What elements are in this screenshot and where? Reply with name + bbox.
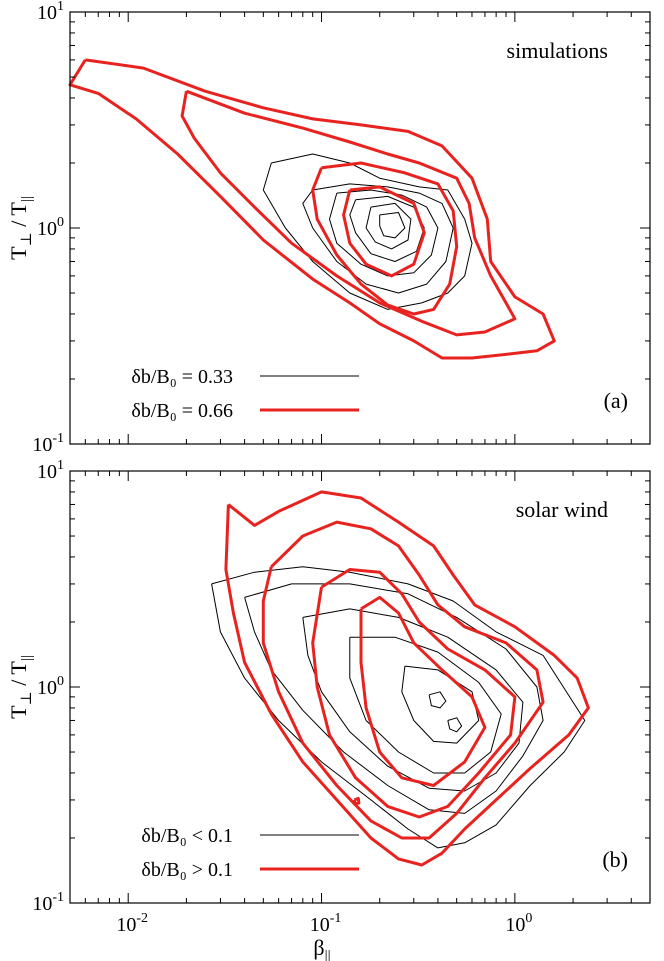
y-tick-label: 10-1 <box>32 890 64 915</box>
x-tick-label: 10-2 <box>116 911 148 936</box>
y-axis-label-b: T⊥ / T|| <box>6 655 35 719</box>
legend-label-033: δb/B₀ = 0.33 <box>131 366 233 388</box>
contours-simulations <box>68 58 556 360</box>
ylabel-par: || <box>19 655 35 661</box>
contour-thick-3 <box>342 185 426 278</box>
x-tick-label: 10-1 <box>310 911 342 936</box>
contour-thin-5 <box>379 212 406 239</box>
legend-label-low: δb/B₀ < 0.1 <box>141 825 233 847</box>
ticks-solar-wind: 10-1 100 101 10-2 10-1 100 <box>32 458 651 936</box>
contour-thick-4 <box>352 796 361 806</box>
ylabel-t: T <box>6 246 31 260</box>
ylabel-mid: / T <box>6 661 31 692</box>
contour-thick-1 <box>180 89 517 337</box>
contour-thick-1 <box>261 520 545 840</box>
ticks-simulations: 10-1 100 101 <box>32 0 651 456</box>
panel-simulations: 10-1 100 101 simulations (a) δb/B₀ = 0.33 … <box>6 0 651 456</box>
contour-thick-2 <box>311 568 517 819</box>
panel-solar-wind: 10-1 100 101 10-2 10-1 100 solar wind (b) δb/… <box>6 458 651 961</box>
legend-solar-wind: δb/B₀ < 0.1 δb/B₀ > 0.1 <box>141 825 359 881</box>
y-tick-label: 101 <box>37 458 64 483</box>
contour-thin-3 <box>349 195 425 262</box>
ylabel-mid: / T <box>6 202 31 233</box>
y-tick-label: 100 <box>37 215 64 240</box>
legend-label-high: δb/B₀ > 0.1 <box>141 859 233 881</box>
panel-title-solar-wind: solar wind <box>516 497 608 522</box>
y-tick-label: 10-1 <box>32 431 64 456</box>
panel-label-a: (a) <box>604 388 628 413</box>
y-tick-label: 100 <box>37 674 64 699</box>
contour-thick-2 <box>311 161 459 316</box>
contour-thick-0 <box>68 58 556 360</box>
contour-thin-0 <box>211 566 586 849</box>
y-axis-label-a: T⊥ / T|| <box>6 196 35 260</box>
contour-thin-0 <box>262 153 473 310</box>
contour-thin-5 <box>428 691 447 709</box>
contour-thick-0 <box>224 490 590 867</box>
panel-title-simulations: simulations <box>507 38 608 63</box>
contour-thin-4 <box>365 202 412 250</box>
legend-label-066: δb/B₀ = 0.66 <box>131 400 233 422</box>
contour-thin-2 <box>302 608 524 792</box>
ylabel-perp: ⊥ <box>19 232 35 246</box>
x-axis-label: β|| <box>313 935 330 961</box>
contour-thin-1 <box>302 183 454 294</box>
contour-thin-3 <box>349 636 502 774</box>
ylabel-par: || <box>19 196 35 202</box>
xlabel-par: || <box>325 948 331 961</box>
panel-label-b: (b) <box>602 847 628 872</box>
contour-thick-3 <box>359 595 487 787</box>
contours-solar-wind <box>211 490 590 867</box>
ylabel-t: T <box>6 705 31 719</box>
contour-thin-4 <box>401 665 480 744</box>
y-tick-label: 101 <box>37 0 64 24</box>
xlabel-beta: β <box>313 935 324 960</box>
ylabel-perp: ⊥ <box>19 691 35 705</box>
x-tick-label: 100 <box>505 911 532 936</box>
legend-simulations: δb/B₀ = 0.33 δb/B₀ = 0.66 <box>131 366 359 422</box>
contour-thin-6 <box>447 717 463 733</box>
